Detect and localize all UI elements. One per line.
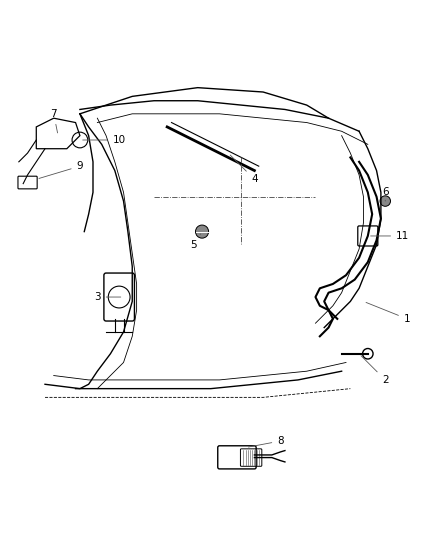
Circle shape <box>379 196 390 206</box>
Text: 9: 9 <box>39 161 83 179</box>
Text: 5: 5 <box>190 234 200 249</box>
Text: 11: 11 <box>370 231 408 241</box>
Text: 3: 3 <box>94 292 120 302</box>
Text: 10: 10 <box>82 135 125 145</box>
Text: 1: 1 <box>365 302 410 324</box>
Text: 7: 7 <box>50 109 57 133</box>
Circle shape <box>195 225 208 238</box>
Text: 4: 4 <box>230 155 257 184</box>
Text: 2: 2 <box>360 356 388 385</box>
Text: 6: 6 <box>381 187 388 201</box>
Text: 8: 8 <box>248 436 283 447</box>
